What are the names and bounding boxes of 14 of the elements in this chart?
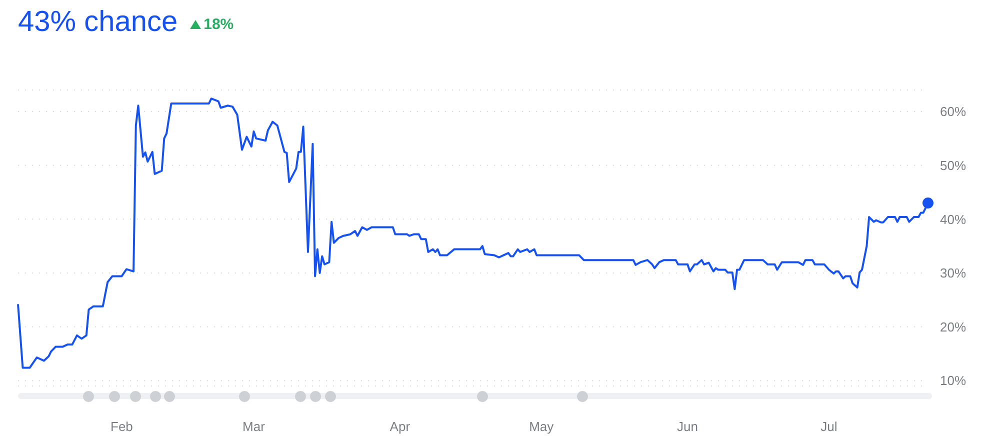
y-tick-label: 50% — [940, 158, 966, 173]
y-tick-label: 10% — [940, 373, 966, 388]
x-tick-label: Feb — [110, 419, 133, 434]
chart-subtitle: 18% — [204, 16, 234, 33]
x-tick-label: May — [529, 419, 554, 434]
y-tick-label: 30% — [940, 266, 966, 281]
x-tick-label: Mar — [242, 419, 266, 434]
chart-title: 43% chance — [18, 6, 178, 39]
x-tick-label: Jul — [820, 419, 838, 434]
y-tick-label: 20% — [940, 319, 966, 334]
y-tick-label: 60% — [940, 104, 966, 120]
y-tick-label: 40% — [940, 212, 966, 227]
x-tick-label: Apr — [390, 419, 411, 434]
x-tick-label: Jun — [677, 419, 698, 434]
